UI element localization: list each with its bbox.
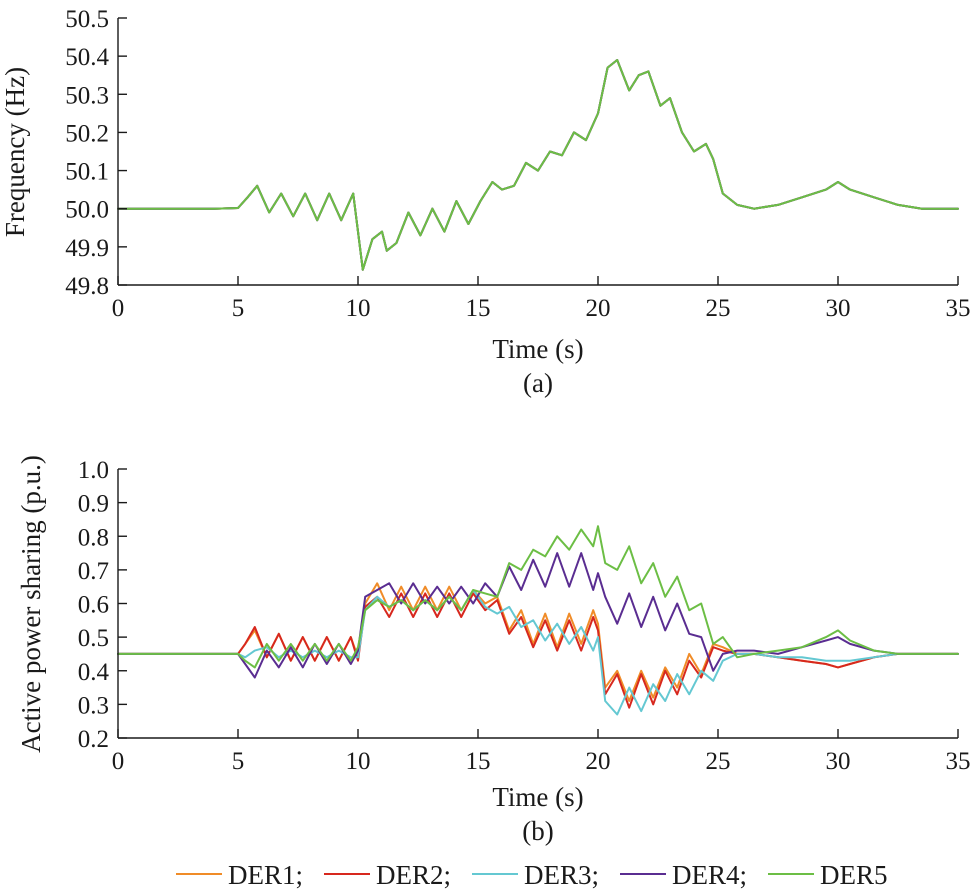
frequency-y-axis-label: Frequency (Hz) <box>0 67 30 237</box>
panel-label-a: (a) <box>523 368 553 398</box>
power-x-tick-label: 0 <box>112 748 125 775</box>
frequency-x-tick-label: 35 <box>946 295 971 322</box>
frequency-y-tick-label: 50.2 <box>65 120 109 147</box>
frequency-series-der5 <box>117 59 959 271</box>
frequency-x-tick-label: 30 <box>826 295 851 322</box>
frequency-series-der4 <box>117 59 959 271</box>
frequency-x-tick-label: 15 <box>466 295 491 322</box>
frequency-x-axis-label: Time (s) <box>492 334 583 364</box>
frequency-y-tick-label: 50.3 <box>65 82 109 109</box>
power-y-tick-label: 0.2 <box>78 726 109 753</box>
legend: DER1; DER2; DER3; DER4; DER5 <box>176 860 888 890</box>
power-series-der4 <box>117 552 959 679</box>
power-x-axis-label: Time (s) <box>492 782 583 812</box>
legend-label-der1: DER1; <box>228 860 303 890</box>
frequency-x-tick-label: 25 <box>706 295 731 322</box>
power-x-tick-label: 20 <box>586 748 611 775</box>
power-y-tick-label: 0.6 <box>78 592 109 619</box>
power-y-tick-label: 0.7 <box>78 558 109 585</box>
frequency-x-tick-label: 0 <box>112 295 125 322</box>
power-sharing-chart: Active power sharing (p.u.) Time (s) (b)… <box>16 455 971 846</box>
frequency-series-der3 <box>117 59 959 271</box>
power-series-der3 <box>117 589 959 716</box>
power-series-der2 <box>117 592 959 709</box>
frequency-y-tick-label: 50.1 <box>65 159 109 186</box>
power-y-tick-label: 0.9 <box>78 491 109 518</box>
power-x-tick-label: 5 <box>232 748 245 775</box>
frequency-x-tick-label: 20 <box>586 295 611 322</box>
frequency-series-der1 <box>117 59 959 271</box>
power-x-tick-label: 10 <box>346 748 371 775</box>
frequency-y-tick-label: 50.5 <box>65 6 109 33</box>
frequency-y-tick-label: 49.8 <box>65 273 109 300</box>
panel-label-b: (b) <box>522 816 553 846</box>
power-y-tick-label: 1.0 <box>78 457 109 484</box>
frequency-x-tick-label: 5 <box>232 295 245 322</box>
legend-label-der3: DER3; <box>524 860 599 890</box>
power-x-tick-label: 15 <box>466 748 491 775</box>
power-y-axis-label: Active power sharing (p.u.) <box>16 455 46 753</box>
power-x-tick-label: 35 <box>946 748 971 775</box>
power-series-der1 <box>117 582 959 702</box>
power-x-tick-label: 30 <box>826 748 851 775</box>
power-y-tick-label: 0.8 <box>78 524 109 551</box>
power-y-tick-label: 0.3 <box>78 692 109 719</box>
power-y-tick-label: 0.4 <box>78 659 110 686</box>
legend-label-der5: DER5 <box>820 860 888 890</box>
legend-label-der4: DER4; <box>672 860 747 890</box>
power-y-tick-label: 0.5 <box>78 625 109 652</box>
legend-label-der2: DER2; <box>376 860 451 890</box>
frequency-chart: Frequency (Hz) Time (s) (a) 0 5 10 15 20 25 30… <box>0 6 971 398</box>
frequency-y-tick-label: 50.4 <box>65 44 109 71</box>
power-x-tick-label: 25 <box>706 748 731 775</box>
frequency-x-tick-label: 10 <box>346 295 371 322</box>
frequency-series-der2 <box>117 59 959 271</box>
frequency-y-tick-label: 50.0 <box>65 197 109 224</box>
power-series-der5 <box>117 525 959 669</box>
frequency-y-tick-label: 49.9 <box>65 235 109 262</box>
